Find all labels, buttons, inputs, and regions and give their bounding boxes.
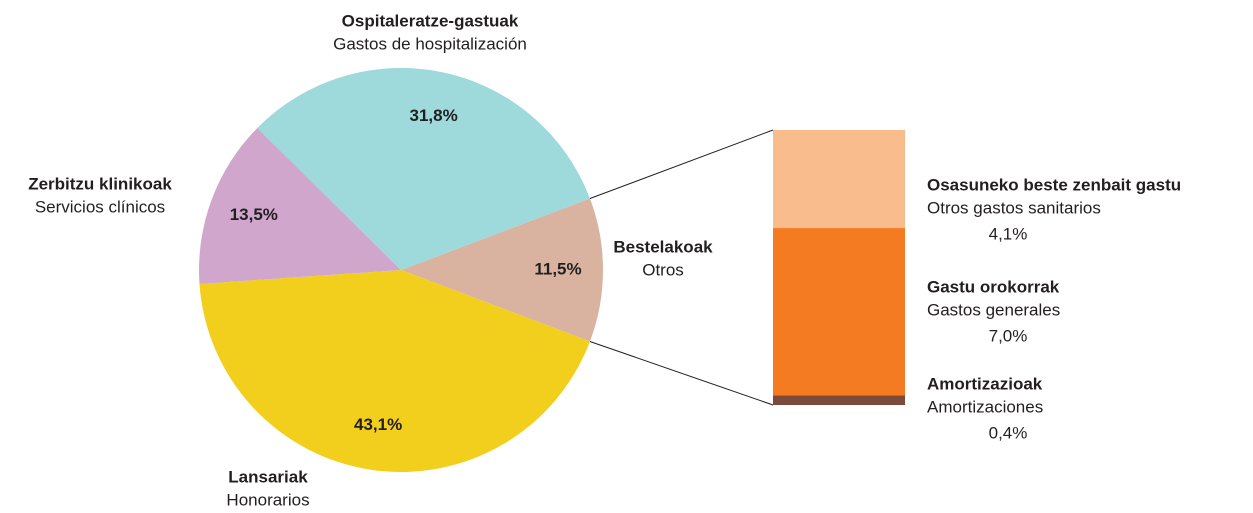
value-label: 13,5%: [230, 205, 278, 224]
bar-segment: [773, 395, 905, 405]
connector-line: [589, 340, 774, 406]
bar-value-label: 7,0%: [989, 326, 1028, 345]
value-label: 31,8%: [409, 106, 457, 125]
pie-slice: [257, 68, 590, 270]
pie-slice: [199, 270, 590, 472]
pie-slice: [199, 127, 401, 284]
bar-value-label: 0,4%: [989, 423, 1028, 442]
bar-category-label: Gastu orokorrak: [927, 277, 1060, 296]
category-label: Zerbitzu klinikoak: [28, 174, 172, 193]
bar-category-label: Osasuneko beste zenbait gastu: [927, 175, 1181, 194]
bar-segment: [773, 130, 905, 229]
category-subtitle: Honorarios: [226, 490, 309, 509]
bar-value-label: 4,1%: [989, 224, 1028, 243]
bar-category-subtitle: Gastos generales: [927, 300, 1060, 319]
category-subtitle: Gastos de hospitalización: [333, 34, 527, 53]
bar-segment: [773, 228, 905, 396]
category-label: Ospitaleratze-gastuak: [342, 11, 519, 30]
category-subtitle: Otros: [642, 260, 684, 279]
bar-category-subtitle: Otros gastos sanitarios: [927, 198, 1101, 217]
connector-line: [589, 129, 774, 199]
category-label: Bestelakoak: [613, 237, 713, 256]
bar-category-subtitle: Amortizaciones: [927, 397, 1043, 416]
category-subtitle: Servicios clínicos: [35, 197, 165, 216]
value-label: 43,1%: [354, 415, 402, 434]
pie-slice: [401, 198, 603, 342]
value-label: 11,5%: [534, 259, 581, 278]
category-label: Lansariak: [228, 467, 308, 486]
bar-category-label: Amortizazioak: [927, 374, 1043, 393]
